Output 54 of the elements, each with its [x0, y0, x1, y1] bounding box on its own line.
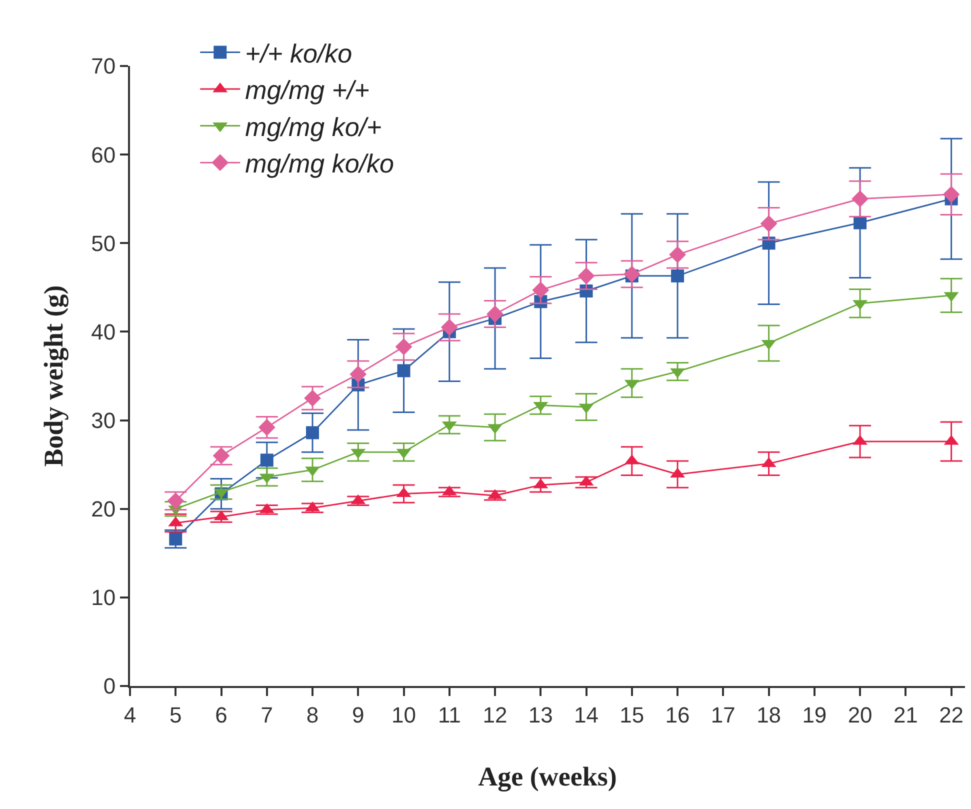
- y-tick-label: 10: [91, 585, 116, 610]
- point: [760, 215, 778, 232]
- legend-label: mg/mg ko/+: [245, 112, 382, 142]
- x-tick-label: 18: [756, 702, 782, 728]
- point: [942, 186, 960, 203]
- x-tick-label: 13: [528, 702, 553, 728]
- y-tick-label: 0: [103, 674, 116, 699]
- x-tick-label: 8: [306, 702, 319, 728]
- point: [486, 306, 504, 322]
- x-tick-label: 5: [170, 702, 182, 728]
- x-tick-label: 6: [215, 702, 228, 728]
- y-tick-label: 60: [91, 142, 116, 168]
- point: [169, 532, 182, 546]
- point: [623, 266, 640, 283]
- point: [306, 426, 320, 440]
- x-tick-label: 10: [392, 702, 416, 728]
- point: [304, 390, 321, 407]
- point: [395, 338, 412, 356]
- point: [440, 318, 458, 336]
- point: [671, 269, 684, 282]
- x-tick-label: 19: [802, 702, 827, 728]
- legend-label: +/+ ko/ko: [245, 38, 352, 68]
- x-tick-label: 17: [710, 702, 736, 728]
- y-tick-label: 40: [91, 319, 116, 344]
- y-tick-label: 30: [91, 408, 116, 433]
- legend-label: mg/mg +/+: [245, 75, 370, 106]
- legend-label: mg/mg ko/ko: [245, 148, 394, 179]
- x-axis-title: Age (weeks): [478, 761, 617, 792]
- x-tick-label: 11: [438, 702, 461, 728]
- x-tick-label: 16: [665, 702, 690, 728]
- x-tick-label: 12: [482, 702, 508, 728]
- x-tick-label: 20: [848, 702, 872, 728]
- point: [212, 447, 230, 464]
- y-tick-label: 50: [91, 230, 116, 256]
- x-tick-label: 7: [260, 702, 274, 728]
- y-tick-label: 20: [91, 496, 116, 522]
- point: [258, 418, 276, 436]
- point: [350, 366, 367, 383]
- x-tick-label: 14: [574, 702, 599, 728]
- x-tick-label: 21: [893, 702, 918, 728]
- y-tick-label: 70: [91, 54, 116, 79]
- point: [578, 267, 595, 284]
- x-tick-label: 4: [124, 702, 136, 728]
- point: [397, 364, 410, 378]
- x-tick-label: 15: [620, 702, 644, 728]
- y-axis-title: Body weight (g): [38, 285, 69, 467]
- point: [167, 492, 184, 510]
- point: [260, 454, 274, 467]
- point: [854, 216, 867, 230]
- x-tick-label: 22: [939, 702, 964, 728]
- point: [852, 190, 868, 208]
- x-tick-label: 9: [352, 702, 364, 728]
- point: [669, 246, 686, 264]
- point: [532, 282, 550, 299]
